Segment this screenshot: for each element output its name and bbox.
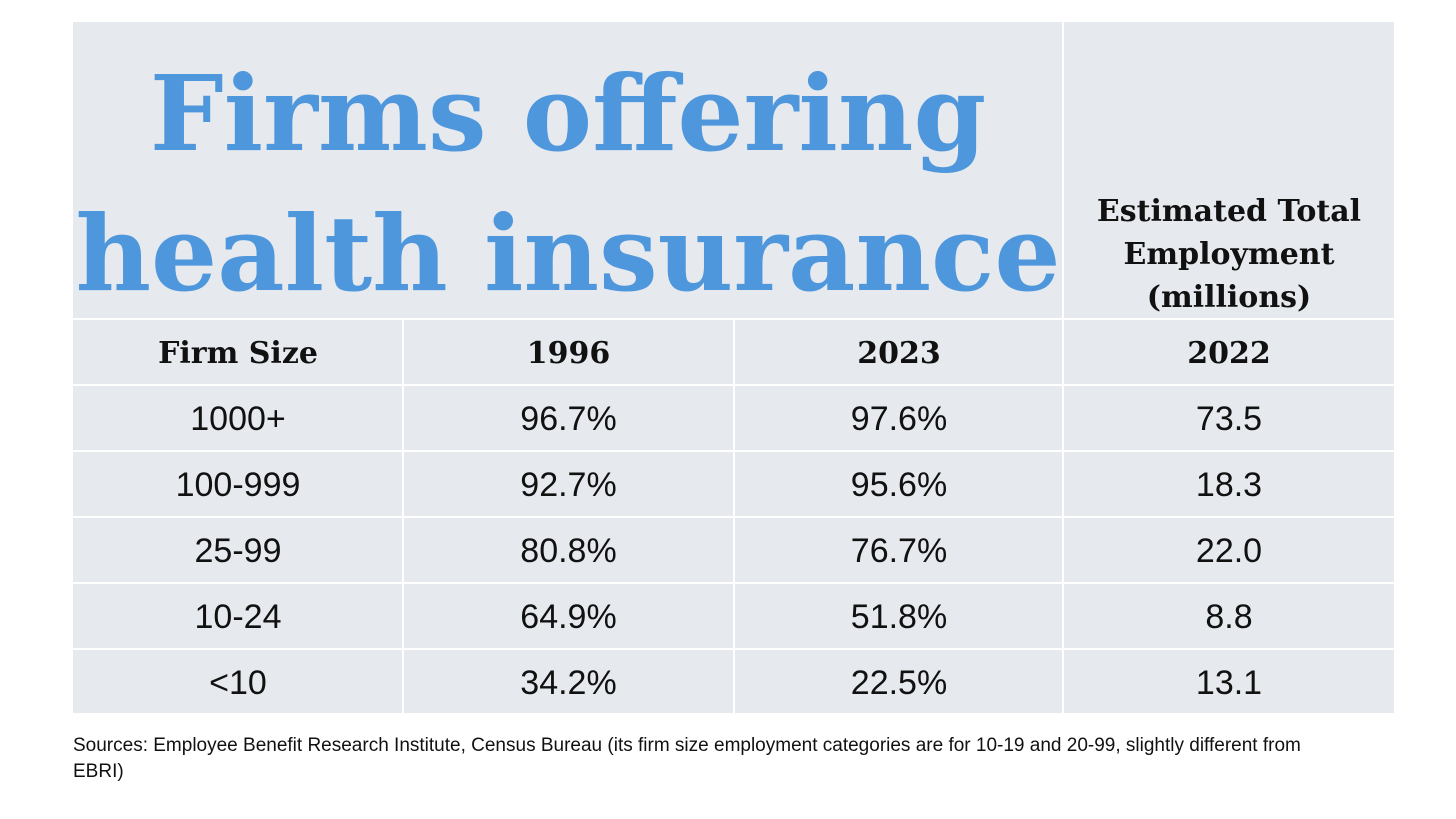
table-cell: 97.6% [850,399,948,438]
insurance-table: Firms offering health insurance Estimate… [73,22,1394,713]
table-cell: 64.9% [520,597,617,636]
table-cell: 76.7% [850,531,948,570]
firm-size-cell: 100-999 [175,465,301,504]
column-divider [402,318,404,713]
table-cell: 95.6% [850,465,948,504]
table-cell: 92.7% [520,465,617,504]
table-cell: 73.5 [1195,399,1263,438]
firm-size-cell: 10-24 [194,597,282,636]
sources-note: Sources: Employee Benefit Research Insti… [73,735,1301,782]
table-cell: 34.2% [520,663,617,702]
table-cell: 13.1 [1195,663,1263,702]
table-cell: 80.8% [520,531,617,570]
title-line-2: health insurance [75,192,1061,315]
firm-size-cell: 25-99 [194,531,282,570]
table-title: Firms offering health insurance [73,22,1063,319]
employment-header-line-2: Employment [1123,237,1335,272]
employment-header: Estimated Total Employment (millions) [1064,190,1394,319]
column-header: Firm Size [158,335,318,371]
firm-size-cell: 1000+ [190,399,286,438]
firm-size-cell: <10 [209,663,267,702]
employment-header-line-3: (millions) [1146,280,1312,315]
column-header: 2022 [1187,335,1271,371]
table-cell: 8.8 [1205,597,1253,636]
column-header: 1996 [526,335,611,371]
column-divider [1062,22,1064,713]
employment-header-line-1: Estimated Total [1096,194,1362,229]
table-cell: 22.5% [850,663,948,702]
column-header: 2023 [857,335,941,371]
table-cell: 22.0 [1195,531,1263,570]
table-cell: 18.3 [1195,465,1263,504]
table-cell: 96.7% [520,399,617,438]
title-line-1: Firms offering [149,52,987,175]
table-cell: 51.8% [850,597,948,636]
column-divider [733,318,735,713]
